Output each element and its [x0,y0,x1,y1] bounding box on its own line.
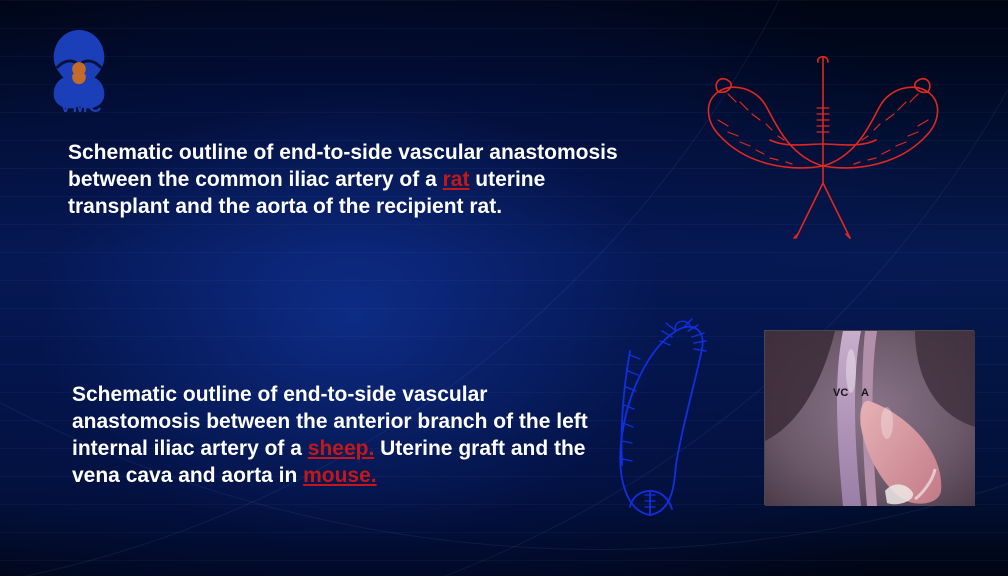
paragraph2-hl2: mouse. [303,464,377,487]
paragraph-rat: Schematic outline of end-to-side vascula… [68,140,628,221]
sheep-schematic-icon [580,315,715,530]
photo-label-vc: VC [833,387,848,399]
paragraph-rat-highlight: rat [443,168,470,191]
figure-sheep-schematic [580,315,715,530]
vmc-logo-label: VMC [46,96,116,117]
rat-schematic-icon [678,48,968,248]
figure-mouse-photo: VC A [764,330,974,505]
slide: VMC Schematic outline of end-to-side vas… [0,0,1008,576]
photo-label-a: A [861,387,869,399]
paragraph2-hl1: sheep. [308,437,375,460]
mouse-photo-icon [765,331,975,506]
paragraph-sheep-mouse: Schematic outline of end-to-side vascula… [72,382,592,490]
figure-rat-schematic [678,48,968,248]
